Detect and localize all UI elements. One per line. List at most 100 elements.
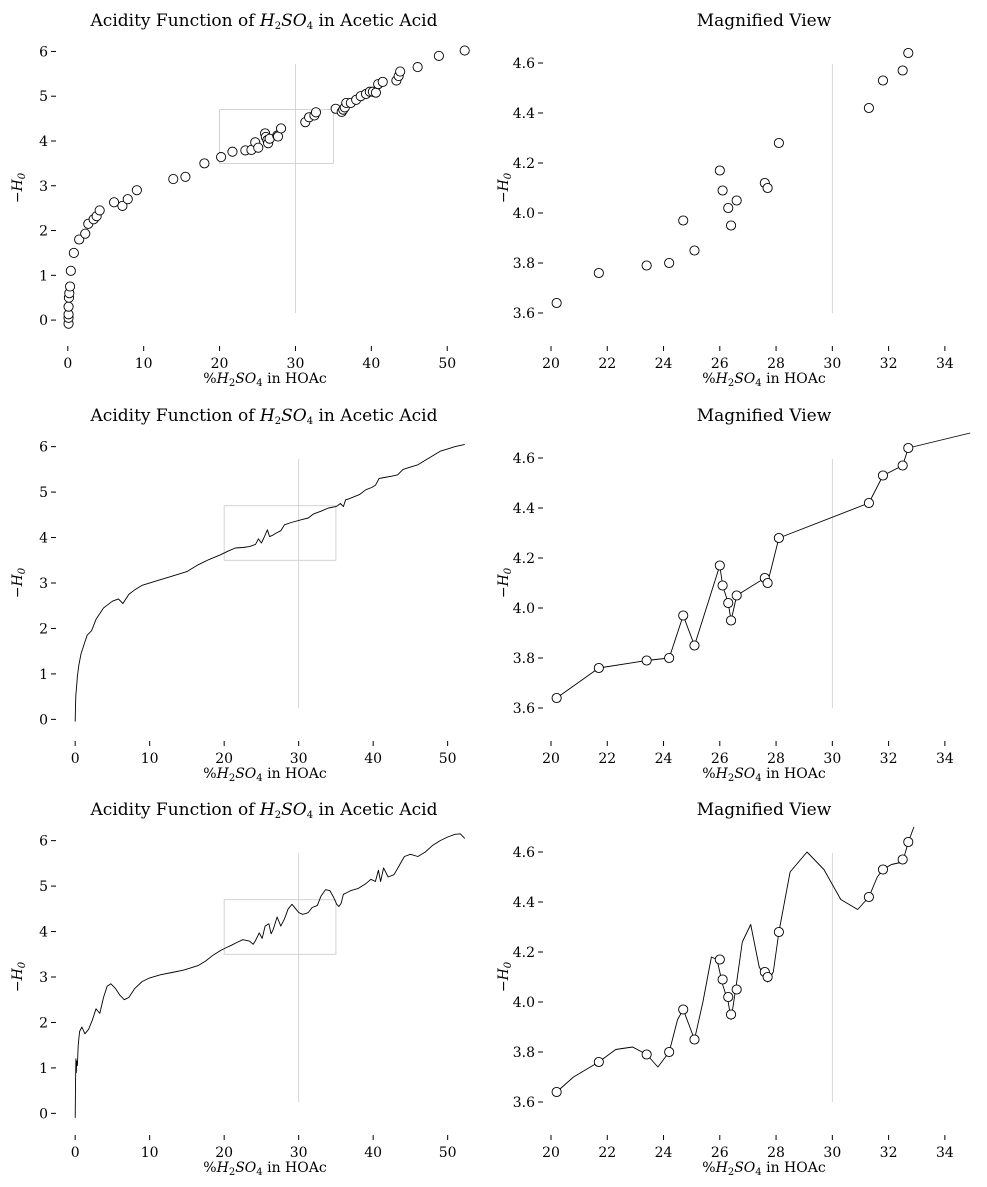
panel-1-xtick-label-1: 10 (135, 356, 153, 372)
panel-2-data-point-2 (641, 260, 652, 271)
panel-4-series-line (556, 432, 971, 699)
panel-3-xtick-label-3: 30 (290, 751, 308, 767)
panel-4-xlabel: %H2SO4 in HOAc (702, 766, 826, 784)
panel-6-data-point-14 (863, 891, 874, 903)
panel-6-data-point-10 (731, 984, 742, 995)
panel-4: Magnified View %H2SO4 in HOAc −H0 3.6 3.8… (496, 406, 971, 784)
panel-4-data-point-13 (773, 532, 784, 544)
panel-4-ylabel: −H0 (496, 567, 514, 598)
panel-6-title: Magnified View (697, 800, 832, 820)
panel-3-xtick-label-0: 0 (71, 751, 80, 767)
panel-1-data-point-19 (168, 173, 179, 185)
panel-4-data-point-8 (723, 597, 734, 609)
panel-5: Acidity Function of H2SO4 in Acetic Acid… (10, 800, 466, 1178)
panel-2-ytick-label-1: 3.8 (513, 256, 535, 272)
panel-1-data-point-56 (395, 66, 406, 77)
panel-1-data-point-3 (63, 301, 74, 312)
panel-6-data-point-5 (689, 1034, 700, 1045)
panel-4-data-point-14 (863, 497, 874, 509)
panel-6-xtick-label-2: 24 (655, 1145, 673, 1161)
panel-3-zoom-box (223, 505, 337, 561)
panel-2-xtick-label-0: 20 (542, 356, 560, 372)
panel-1-ytick-label-5: 5 (39, 89, 48, 105)
panel-4-data-point-3 (664, 652, 675, 664)
panel-3-ytick-label-5: 5 (39, 485, 48, 501)
panel-1-ytick-label-3: 3 (39, 179, 48, 195)
panel-4-data-point-10 (731, 590, 742, 601)
panel-3-plot: 0 1 2 3 4 5 6 0 10 20 30 40 50 (39, 440, 465, 767)
panel-1-data-point-17 (122, 194, 133, 205)
panel-1-xlabel: %H2SO4 in HOAc (203, 371, 327, 389)
panel-3-ylabel: −H0 (10, 567, 28, 598)
panel-4-data-point-1 (593, 662, 604, 674)
panel-5-ytick-label-4: 4 (39, 925, 48, 941)
panel-1-xtick-label-4: 40 (362, 356, 380, 372)
panel-4-ytick-label-2: 4.0 (513, 601, 535, 617)
panel-5-ytick-label-5: 5 (39, 879, 48, 895)
panel-2-data-point-14 (863, 102, 874, 114)
panel-1-xtick-label-2: 20 (211, 356, 229, 372)
panel-2-data-point-7 (717, 185, 728, 196)
panel-3-ytick-label-2: 2 (39, 621, 48, 637)
panel-6-data-point-17 (903, 836, 914, 848)
panel-1-xtick-label-5: 50 (438, 356, 456, 372)
panel-6-data-point-3 (664, 1046, 675, 1058)
panel-3-xtick-label-2: 20 (215, 751, 233, 767)
panel-5-ytick-label-1: 1 (39, 1061, 48, 1077)
panel-6-xtick-label-1: 22 (598, 1145, 616, 1161)
panel-1-data-point-27 (253, 142, 264, 153)
panel-2-xtick-label-4: 28 (767, 356, 785, 372)
panel-1-zoom-box (219, 109, 334, 164)
panel-6-data-point-16 (897, 854, 908, 865)
panel-5-xtick-label-1: 10 (141, 1145, 159, 1161)
panel-1-data-point-15 (109, 197, 120, 208)
panel-2-xtick-label-7: 34 (936, 356, 954, 372)
panel-6-ytick-label-4: 4.4 (513, 895, 535, 911)
panel-1-data-point-35 (275, 123, 287, 134)
panel-4-data-point-0 (551, 692, 562, 704)
panel-2-data-point-8 (723, 202, 734, 214)
panel-2-data-point-3 (664, 257, 675, 269)
panel-3-ytick-label-4: 4 (39, 531, 48, 547)
panel-4-xtick-label-0: 20 (542, 751, 560, 767)
panel-1-data-point-23 (227, 146, 238, 157)
panel-2-xtick-label-5: 30 (823, 356, 841, 372)
panel-3-xtick-label-1: 10 (141, 751, 159, 767)
panel-5-xtick-label-4: 40 (364, 1145, 382, 1161)
panel-6-xtick-label-7: 34 (936, 1145, 954, 1161)
panel-2-data-point-0 (551, 297, 562, 309)
panel-3: Acidity Function of H2SO4 in Acetic Acid… (10, 406, 465, 784)
panel-2-ytick-label-4: 4.4 (513, 106, 535, 122)
panel-5-title: Acidity Function of H2SO4 in Acetic Acid (90, 800, 438, 821)
panel-6-data-point-2 (641, 1049, 652, 1060)
panel-2-data-point-13 (773, 137, 784, 149)
panel-1: Acidity Function of H2SO4 in Acetic Acid… (10, 11, 470, 389)
panel-6-data-point-13 (773, 926, 784, 938)
panel-6-xtick-label-0: 20 (542, 1145, 560, 1161)
panel-2-ytick-label-3: 4.2 (513, 156, 535, 172)
panel-6-data-point-6 (714, 954, 725, 965)
panel-6-ytick-label-3: 4.2 (513, 945, 535, 961)
panel-3-xlabel: %H2SO4 in HOAc (203, 766, 327, 784)
panel-6-series-line (556, 826, 915, 1093)
panel-6-data-point-4 (678, 1004, 689, 1015)
panel-5-ytick-label-0: 0 (39, 1106, 48, 1122)
panel-1-data-point-16 (117, 200, 128, 211)
panel-4-xtick-label-3: 26 (711, 751, 729, 767)
panel-2-data-point-10 (731, 195, 742, 206)
panel-4-data-point-15 (877, 470, 889, 481)
panel-4-xtick-label-1: 22 (598, 751, 616, 767)
panel-1-ytick-label-1: 1 (39, 268, 48, 284)
panel-5-ylabel: −H0 (10, 961, 28, 992)
panel-6-data-point-0 (551, 1086, 562, 1098)
panel-2-data-point-4 (678, 215, 689, 226)
panel-4-data-point-9 (726, 615, 737, 626)
panel-6-data-point-9 (726, 1009, 737, 1020)
panel-2-data-point-9 (726, 220, 737, 231)
panel-1-xtick-label-0: 0 (63, 356, 72, 372)
panel-5-xtick-label-5: 50 (439, 1145, 457, 1161)
panel-2-data-point-16 (897, 65, 908, 76)
panel-2-xtick-label-6: 32 (880, 356, 898, 372)
panel-6-xtick-label-3: 26 (711, 1145, 729, 1161)
panel-5-ytick-label-3: 3 (39, 970, 48, 986)
